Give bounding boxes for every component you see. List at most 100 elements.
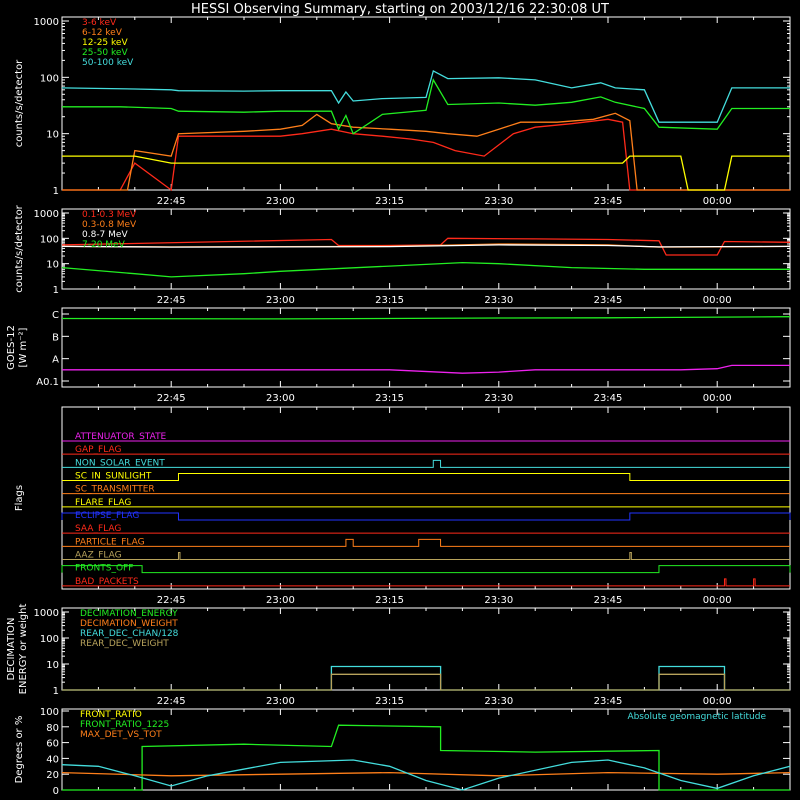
y-tick-label: C — [52, 310, 59, 321]
series-line — [62, 724, 790, 791]
panel-ratios: 0 20 40 60 80 100 Degrees or % FRONT_RATIOFRONT… — [14, 707, 791, 797]
flag-label: SAA_FLAG — [75, 524, 121, 534]
y-tick-label: 40 — [46, 754, 59, 765]
flag-label: FRONTS_OFF — [75, 564, 133, 574]
x-tick-label: 22:45 — [157, 595, 186, 606]
y-tick-label: 10 — [46, 660, 59, 671]
y-axis-label: DECIMATION — [6, 617, 17, 680]
flag-line-sc_in_sunlight — [62, 473, 790, 481]
flag-label: PARTICLE_FLAG — [75, 537, 145, 547]
legend-entry: 0.8-7 MeV — [82, 230, 128, 240]
series-line — [62, 112, 790, 191]
x-tick-label: 23:30 — [484, 295, 513, 306]
flag-label: BAD_PACKETS — [75, 577, 139, 587]
x-tick-label: 23:45 — [594, 696, 623, 707]
x-tick-label: 22:45 — [157, 295, 186, 306]
flag-label: ECLIPSE_FLAG — [75, 511, 139, 521]
flag-label: SC_TRANSMITTER — [75, 485, 155, 495]
y-tick-label: 1 — [53, 285, 59, 296]
x-tick-label: 00:00 — [703, 595, 732, 606]
series-line — [62, 155, 790, 191]
x-tick-label: 23:00 — [266, 295, 295, 306]
flag-label: AAZ_FLAG — [75, 551, 122, 561]
y-tick-label: 10 — [46, 260, 59, 271]
y-tick-label: 1 — [53, 186, 59, 197]
y-axis-label: GOES-12 — [6, 325, 17, 370]
y-axis-label-2: ENERGY or weight — [18, 604, 29, 695]
series-line — [61, 244, 791, 248]
x-tick-label: 00:00 — [703, 696, 732, 707]
flag-line-eclipse_flag — [61, 512, 791, 521]
flag-line-bad_packets — [62, 578, 790, 587]
series-line — [61, 316, 791, 320]
x-tick-label: 23:30 — [484, 595, 513, 606]
y-axis-label: Flags — [14, 485, 25, 511]
panel-decimation: 1 10 100 1000 22:45 23:00 23:15 23:30 23:45 00:00… — [6, 604, 791, 707]
legend-entry: DECIMATION_ENERGY — [80, 609, 178, 619]
legend-entry: DECIMATION_WEIGHT — [80, 619, 178, 629]
y-tick-label: 100 — [40, 707, 59, 718]
x-tick-label: 23:00 — [266, 196, 295, 207]
x-tick-label: 22:45 — [157, 393, 186, 404]
legend-entry: 6-12 keV — [82, 28, 123, 38]
panel-counts_low: 1 10 100 1000 22:45 23:00 23:15 23:30 23:45 00:00… — [14, 16, 791, 207]
panel-counts_high: 1 10 100 1000 22:45 23:00 23:15 23:30 23:45 00:00… — [14, 204, 791, 306]
flag-line-aaz_flag — [62, 552, 790, 560]
y-tick-label: 100 — [40, 73, 59, 84]
x-tick-label: 00:00 — [703, 295, 732, 306]
panel-flags: 22:45 23:00 23:15 23:30 23:45 00:00 Flags ATTEN… — [14, 406, 791, 606]
series-line — [61, 759, 791, 791]
legend-entry: REAR_DEC_CHAN/128 — [80, 629, 179, 639]
series-line — [61, 261, 790, 278]
y-tick-label: 100 — [40, 234, 59, 245]
x-tick-label: 22:45 — [157, 696, 186, 707]
x-tick-label: 23:00 — [266, 595, 295, 606]
flag-line-fronts_off — [61, 565, 791, 574]
series-line — [62, 78, 790, 135]
y-tick-label: 60 — [46, 739, 59, 750]
legend-entry: 0.1-0.3 MeV — [82, 210, 137, 220]
x-tick-label: 23:00 — [266, 696, 295, 707]
flag-label: SC_IN_SUNLIGHT — [75, 472, 152, 482]
y-tick-label: A — [52, 355, 59, 366]
x-tick-label: 23:45 — [594, 595, 623, 606]
x-tick-label: 23:45 — [594, 295, 623, 306]
x-tick-label: 23:15 — [375, 295, 404, 306]
legend-entry: 3-6 keV — [82, 18, 117, 28]
y-tick-label: A0.1 — [36, 377, 59, 388]
figure-title: HESSI Observing Summary, starting on 200… — [191, 2, 609, 17]
legend-entry: 12-25 keV — [82, 38, 128, 48]
annotation-label: Absolute geomagnetic latitude — [627, 712, 766, 722]
x-tick-label: 23:15 — [375, 393, 404, 404]
series-line — [61, 69, 790, 123]
y-axis-label: counts/s/detector — [14, 204, 25, 292]
x-tick-label: 22:45 — [157, 196, 186, 207]
y-tick-label: 1000 — [34, 608, 59, 619]
y-axis-label-2: [W m⁻²] — [18, 327, 29, 367]
y-tick-label: 0 — [53, 786, 59, 797]
x-tick-label: 23:45 — [594, 393, 623, 404]
x-tick-label: 23:00 — [266, 393, 295, 404]
x-tick-label: 23:45 — [594, 196, 623, 207]
y-tick-label: 20 — [46, 770, 59, 781]
legend-entry: FRONT_RATIO_1225 — [80, 720, 169, 730]
flag-label: FLARE_FLAG — [75, 498, 131, 508]
x-tick-label: 23:30 — [484, 696, 513, 707]
x-tick-label: 23:30 — [484, 393, 513, 404]
flag-label: NON_SOLAR_EVENT — [75, 458, 165, 468]
y-tick-label: 1 — [53, 686, 59, 697]
legend-entry: 0.3-0.8 MeV — [82, 220, 137, 230]
legend-entry: 25-50 keV — [82, 48, 128, 58]
y-tick-label: 1000 — [34, 209, 59, 220]
legend-entry: FRONT_RATIO — [80, 710, 142, 720]
y-tick-label: 80 — [46, 723, 59, 734]
x-tick-label: 23:15 — [375, 595, 404, 606]
series-line — [62, 364, 790, 374]
series-line — [62, 673, 790, 691]
legend-entry: 7-20 MeV — [82, 240, 126, 250]
y-tick-label: 100 — [40, 634, 59, 645]
y-tick-label: 1000 — [34, 17, 59, 28]
legend-entry: MAX_DET_VS_TOT — [80, 730, 162, 740]
